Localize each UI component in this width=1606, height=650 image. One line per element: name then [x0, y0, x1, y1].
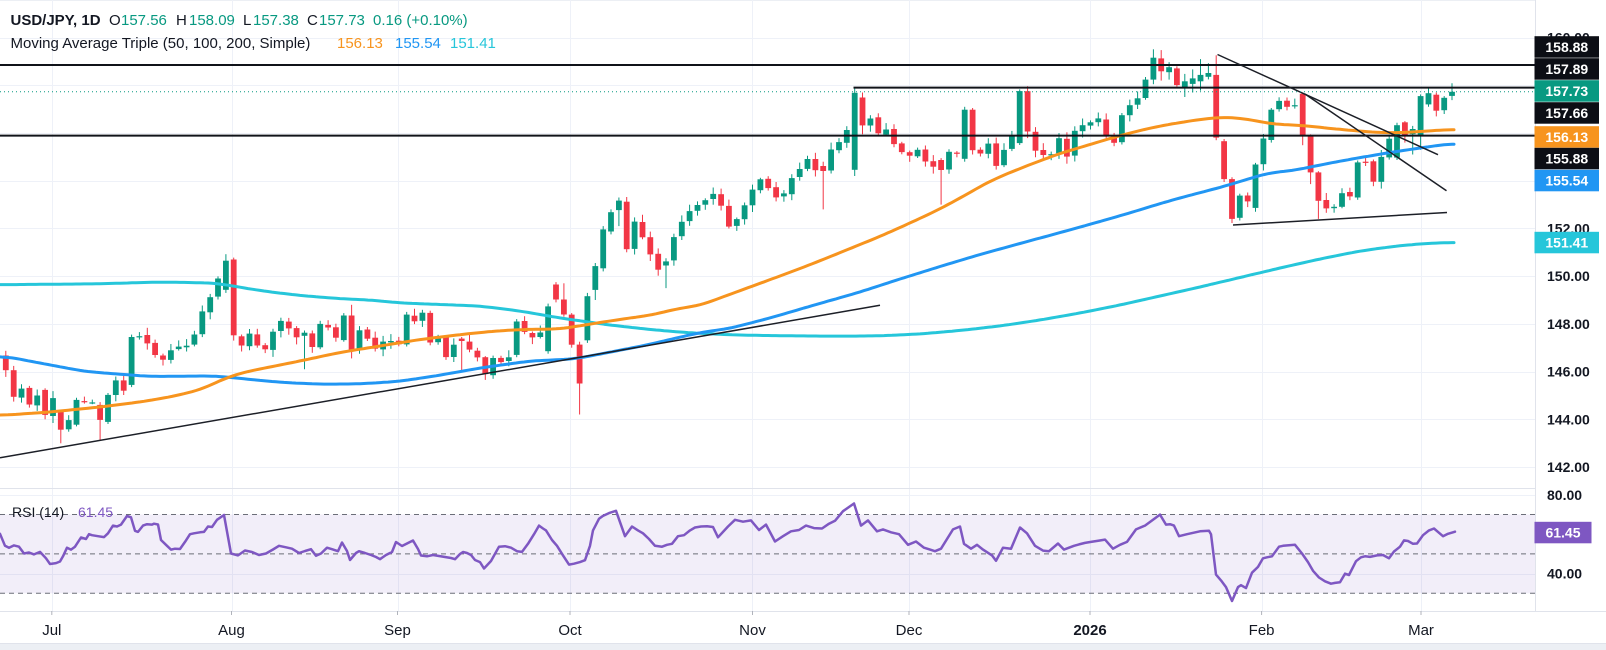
svg-text:157.66: 157.66: [1545, 105, 1588, 121]
svg-text:156.13: 156.13: [1545, 129, 1588, 145]
svg-text:61.45: 61.45: [78, 504, 113, 520]
svg-text:Jul: Jul: [42, 622, 61, 639]
svg-text:2026: 2026: [1073, 622, 1106, 639]
svg-text:80.00: 80.00: [1547, 487, 1582, 503]
svg-text:157.56: 157.56: [121, 12, 167, 29]
svg-text:Feb: Feb: [1249, 622, 1275, 639]
svg-text:0.16 (+0.10%): 0.16 (+0.10%): [373, 12, 468, 29]
svg-text:61.45: 61.45: [1545, 525, 1580, 541]
svg-text:USD/JPY, 1D: USD/JPY, 1D: [11, 12, 101, 29]
svg-text:Aug: Aug: [218, 622, 245, 639]
svg-text:L: L: [243, 12, 251, 29]
svg-text:158.88: 158.88: [1545, 39, 1588, 55]
svg-text:144.00: 144.00: [1547, 411, 1590, 427]
svg-text:Mar: Mar: [1408, 622, 1434, 639]
svg-text:155.88: 155.88: [1545, 151, 1588, 167]
svg-text:157.89: 157.89: [1545, 61, 1588, 77]
svg-text:142.00: 142.00: [1547, 459, 1590, 475]
svg-text:155.54: 155.54: [1545, 173, 1588, 189]
svg-text:Sep: Sep: [384, 622, 411, 639]
svg-text:Dec: Dec: [896, 622, 923, 639]
svg-text:150.00: 150.00: [1547, 268, 1590, 284]
svg-text:157.73: 157.73: [319, 12, 365, 29]
svg-text:151.41: 151.41: [1545, 235, 1588, 251]
svg-text:155.54: 155.54: [395, 35, 441, 52]
svg-text:146.00: 146.00: [1547, 364, 1590, 380]
svg-text:148.00: 148.00: [1547, 316, 1590, 332]
svg-text:157.38: 157.38: [253, 12, 299, 29]
svg-text:O: O: [109, 12, 121, 29]
svg-text:151.41: 151.41: [450, 35, 496, 52]
svg-text:157.73: 157.73: [1545, 83, 1588, 99]
svg-text:H: H: [176, 12, 187, 29]
svg-text:158.09: 158.09: [189, 12, 235, 29]
svg-text:Moving Average Triple (50, 100: Moving Average Triple (50, 100, 200, Sim…: [11, 35, 311, 52]
svg-text:RSI (14): RSI (14): [12, 504, 64, 520]
svg-text:Oct: Oct: [558, 622, 582, 639]
svg-text:156.13: 156.13: [337, 35, 383, 52]
svg-text:40.00: 40.00: [1547, 566, 1582, 582]
svg-text:C: C: [307, 12, 318, 29]
svg-text:Nov: Nov: [739, 622, 766, 639]
